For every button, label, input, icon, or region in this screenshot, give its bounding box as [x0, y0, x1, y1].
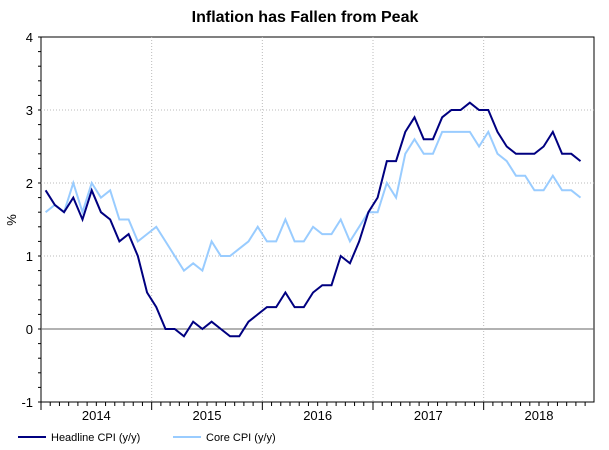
legend-label: Headline CPI (y/y)	[51, 432, 140, 444]
legend-label: Core CPI (y/y)	[206, 432, 276, 444]
x-tick-label: 2017	[414, 408, 443, 423]
x-tick-label: 2018	[525, 408, 554, 423]
series-line	[44, 129, 582, 273]
y-tick-label: -1	[21, 395, 33, 410]
y-tick-label: 2	[26, 176, 33, 191]
x-tick-label: 2015	[193, 408, 222, 423]
x-tick-label: 2016	[303, 408, 332, 423]
y-tick-label: 1	[26, 249, 33, 264]
series-line	[44, 101, 582, 338]
y-tick-label: 0	[26, 322, 33, 337]
chart-title: Inflation has Fallen from Peak	[192, 9, 419, 26]
y-tick-label: 3	[26, 103, 33, 118]
y-tick-label: 4	[26, 30, 33, 45]
y-axis-label: %	[4, 214, 19, 226]
x-tick-label: 2014	[82, 408, 111, 423]
